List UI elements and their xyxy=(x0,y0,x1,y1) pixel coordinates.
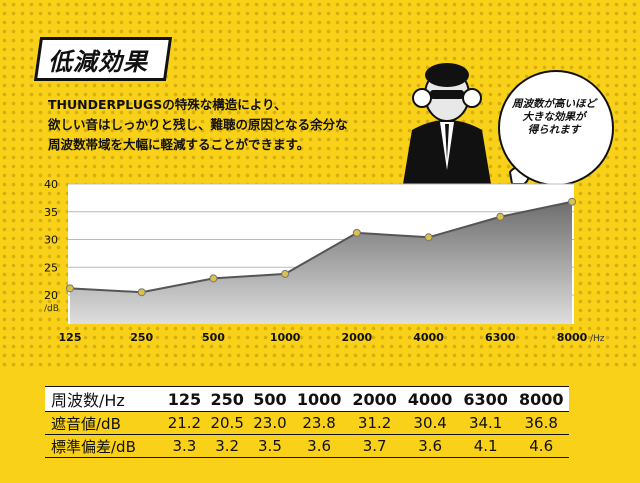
attenuation-chart: 20 25 30 35 40 125 250 500 1000 2000 4000 6300 8000… xyxy=(44,178,605,344)
intro-line: THUNDERPLUGSの特殊な構造により、 xyxy=(48,97,287,112)
table-cell: 3.5 xyxy=(248,434,292,458)
y-tick-label: 25 xyxy=(44,261,58,274)
x-unit-label: /Hz xyxy=(590,334,605,344)
table-cell: 1000 xyxy=(291,386,347,412)
data-line xyxy=(69,200,573,294)
table-cell: 4000 xyxy=(402,386,458,412)
table-cell: 遮音値/dB xyxy=(45,411,163,435)
table-header-row: 周波数/Hz 125 250 500 1000 2000 4000 6300 8… xyxy=(45,386,569,412)
y-tick-label: 20 xyxy=(44,289,58,302)
table-cell: 周波数/Hz xyxy=(45,386,163,412)
intro-line: 周波数帯域を大幅に軽減することができます。 xyxy=(48,137,310,152)
table-row: 遮音値/dB 21.2 20.5 23.0 23.8 31.2 30.4 34.… xyxy=(45,411,569,435)
table-cell: 3.3 xyxy=(163,434,206,458)
table-cell: 250 xyxy=(205,386,249,412)
table-cell: 3.7 xyxy=(346,434,403,458)
hair xyxy=(425,63,469,87)
sunglasses-icon xyxy=(430,90,464,99)
table-cell: 標準偏差/dB xyxy=(45,434,163,458)
data-point xyxy=(424,233,433,242)
table-cell: 34.1 xyxy=(457,411,514,435)
x-tick-label: 125 xyxy=(59,331,82,344)
table-cell: 3.2 xyxy=(205,434,249,458)
y-tick-label: 35 xyxy=(44,206,58,219)
data-point xyxy=(568,197,576,206)
necktie xyxy=(445,124,449,160)
data-point xyxy=(137,288,146,297)
table-cell: 500 xyxy=(248,386,292,412)
data-point xyxy=(209,274,218,283)
data-point xyxy=(66,284,74,293)
table-cell: 23.8 xyxy=(291,411,347,435)
x-tick-label: 8000 xyxy=(557,331,588,344)
bubble-line: 得られます xyxy=(527,124,581,136)
table-cell: 3.6 xyxy=(291,434,347,458)
data-point xyxy=(352,228,361,237)
x-tick-label: 6300 xyxy=(485,331,516,344)
y-tick-label: 40 xyxy=(44,178,58,191)
table-cell: 23.0 xyxy=(248,411,292,435)
x-tick-label: 250 xyxy=(130,331,153,344)
data-point xyxy=(496,212,505,221)
table-cell: 20.5 xyxy=(205,411,249,435)
bubble-line: 周波数が高いほど xyxy=(512,98,596,110)
y-tick-label: 30 xyxy=(44,234,58,247)
intro-line: 欲しい音はしっかりと残し、難聴の原因となる余分な xyxy=(48,117,348,132)
intro-text: THUNDERPLUGSの特殊な構造により、 欲しい音はしっかりと残し、難聴の原… xyxy=(48,95,408,155)
table-cell: 4.6 xyxy=(513,434,569,458)
table-cell: 31.2 xyxy=(346,411,403,435)
earplug-right-icon xyxy=(462,88,482,108)
table-cell: 30.4 xyxy=(402,411,458,435)
table-cell: 125 xyxy=(163,386,206,412)
x-tick-label: 1000 xyxy=(270,331,301,344)
table-cell: 6300 xyxy=(457,386,514,412)
earplug-left-icon xyxy=(412,88,432,108)
table-cell: 36.8 xyxy=(513,411,569,435)
table-cell: 21.2 xyxy=(163,411,206,435)
table-cell: 3.6 xyxy=(402,434,458,458)
table-cell: 2000 xyxy=(346,386,403,412)
speech-bubble-text: 周波数が高いほど 大きな効果が 得られます xyxy=(506,98,602,137)
x-tick-label: 500 xyxy=(202,331,225,344)
bubble-line: 大きな効果が xyxy=(522,111,586,123)
speech-bubble xyxy=(498,70,614,186)
x-tick-label: 2000 xyxy=(342,331,373,344)
data-table: 周波数/Hz 125 250 500 1000 2000 4000 6300 8… xyxy=(45,386,569,458)
table-row: 標準偏差/dB 3.3 3.2 3.5 3.6 3.7 3.6 4.1 4.6 xyxy=(45,434,569,458)
y-unit-label: /dB xyxy=(44,304,59,314)
x-tick-label: 4000 xyxy=(413,331,444,344)
page-title: 低減効果 xyxy=(48,48,148,76)
data-point xyxy=(281,269,290,278)
table-cell: 4.1 xyxy=(457,434,514,458)
table-cell: 8000 xyxy=(513,386,569,412)
